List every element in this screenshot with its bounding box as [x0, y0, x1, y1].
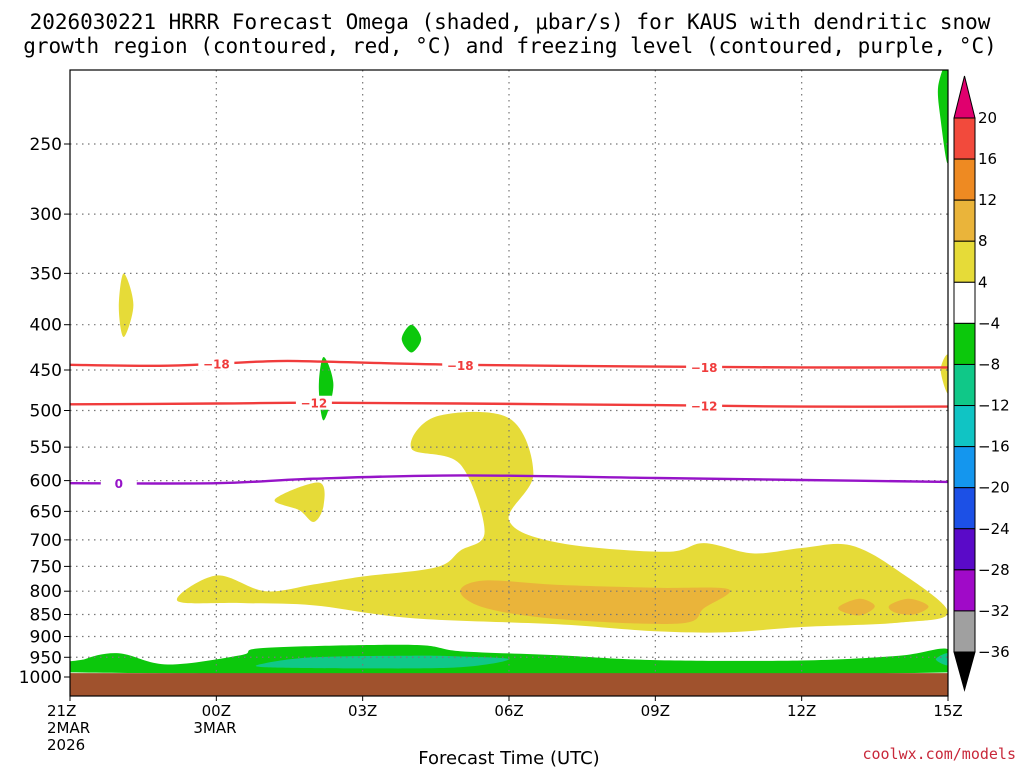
omega-region-12 [940, 354, 948, 394]
omega-region-13 [935, 653, 948, 666]
omega-region-10 [401, 324, 422, 353]
ytick-label-850: 850 [30, 606, 62, 626]
x-axis-title: Forecast Time (UTC) [418, 748, 599, 768]
xtick-label-3-1: 00Z [202, 702, 231, 720]
xtick-label-18-1: 15Z [933, 702, 962, 720]
plot-area: −18 −18 −18 −12 −12 0 [69, 69, 949, 697]
colorbar-segment-6 [953, 322, 976, 365]
xtick-label-0-3: 2026 [47, 736, 85, 754]
ytick-label-550: 550 [30, 438, 62, 458]
xtick-label-12-1: 09Z [641, 702, 670, 720]
xtick-label-9-1: 06Z [494, 702, 523, 720]
isotherm-label-bg-2-1 [295, 395, 332, 410]
colorbar-label-4: 8 [978, 232, 988, 250]
ytick-label-900: 900 [30, 627, 62, 647]
omega-region-11 [937, 70, 948, 164]
ytick-label-800: 800 [30, 582, 62, 602]
ytick-label-650: 650 [30, 502, 62, 522]
colorbar-segment-7 [953, 363, 976, 407]
colorbar-bottom-arrow [953, 651, 976, 692]
colorbar-segment-2 [953, 158, 976, 201]
colorbar-segment-4 [953, 240, 976, 283]
colorbar-label-7: −8 [978, 355, 1000, 373]
isotherm-label-1-1: −18 [203, 358, 230, 372]
ytick-label-600: 600 [30, 472, 62, 492]
colorbar-label-3: 12 [978, 191, 997, 209]
ytick-label-500: 500 [30, 402, 62, 422]
omega-region-6 [888, 598, 929, 615]
ytick-label-950: 950 [30, 648, 62, 668]
colorbar-segment-11 [953, 528, 976, 571]
xtick-label-6-1: 03Z [348, 702, 377, 720]
omega-region-7 [274, 482, 325, 522]
omega-region-8 [118, 273, 134, 338]
xtick-label-3-2: 3MAR [193, 719, 236, 737]
chart-title-line-1: 2026030221 HRRR Forecast Omega (shaded, … [30, 10, 991, 34]
ytick-label-1000: 1000 [19, 668, 62, 688]
isotherm-label-bg-3-1 [100, 476, 137, 491]
isotherm-line-3 [70, 474, 948, 485]
credit-link[interactable]: coolwx.com/models [862, 745, 1016, 763]
colorbar: 20 16 12 8 4 −4 −8 −12 −16 −20 −24 −28 −32 −36 [953, 75, 1010, 692]
isotherm-contours: −18 −18 −18 −12 −12 0 [70, 356, 948, 491]
terrain [70, 673, 948, 696]
colorbar-label-6: −4 [978, 314, 1000, 332]
omega-regions [70, 70, 948, 675]
ytick-label-400: 400 [30, 316, 62, 336]
isotherm-label-bg-2-2 [686, 398, 723, 413]
colorbar-label-13: −32 [978, 602, 1010, 620]
omega-region-4 [460, 580, 731, 624]
y-axis: 2503003504004505005506006507007508008509… [19, 135, 70, 688]
colorbar-segment-5 [953, 281, 976, 324]
colorbar-label-5: 4 [978, 273, 988, 291]
colorbar-label-9: −16 [978, 438, 1010, 456]
colorbar-segment-9 [953, 446, 976, 489]
colorbar-label-10: −20 [978, 479, 1010, 497]
omega-region-3 [176, 411, 948, 633]
omega-region-5 [838, 598, 875, 616]
chart-title-line-2: growth region (contoured, red, °C) and f… [23, 34, 997, 58]
xtick-label-15-1: 12Z [787, 702, 816, 720]
colorbar-label-12: −28 [978, 561, 1010, 579]
ytick-label-700: 700 [30, 531, 62, 551]
isotherm-label-3-1: 0 [115, 477, 123, 491]
ytick-label-750: 750 [30, 557, 62, 577]
colorbar-segment-13 [953, 610, 976, 653]
isotherm-label-bg-1-1 [198, 356, 235, 371]
ytick-label-250: 250 [30, 135, 62, 155]
isotherm-label-2-2: −12 [691, 400, 718, 414]
ytick-label-350: 350 [30, 264, 62, 284]
omega-region-2 [255, 655, 509, 669]
xtick-label-0-1: 21Z [47, 702, 76, 720]
colorbar-label-11: −24 [978, 520, 1010, 538]
colorbar-top-arrow [953, 75, 976, 119]
ytick-label-450: 450 [30, 361, 62, 381]
colorbar-segment-8 [953, 405, 976, 448]
isotherm-line-2 [70, 401, 948, 408]
colorbar-segment-3 [953, 199, 976, 242]
ground-surface [70, 673, 948, 696]
colorbar-label-8: −12 [978, 397, 1010, 415]
isotherm-label-1-3: −18 [691, 361, 718, 375]
colorbar-segment-10 [953, 487, 976, 530]
isotherm-label-bg-1-2 [442, 357, 479, 372]
isotherm-label-2-1: −12 [301, 397, 328, 411]
colorbar-label-14: −36 [978, 643, 1010, 661]
isotherm-label-1-2: −18 [447, 359, 474, 373]
ytick-label-300: 300 [30, 205, 62, 225]
xtick-label-0-2: 2MAR [47, 719, 90, 737]
colorbar-segment-1 [953, 117, 976, 160]
colorbar-segment-12 [953, 569, 976, 612]
colorbar-label-2: 16 [978, 150, 997, 168]
isotherm-label-bg-1-3 [686, 359, 723, 374]
colorbar-label-1: 20 [978, 109, 997, 127]
